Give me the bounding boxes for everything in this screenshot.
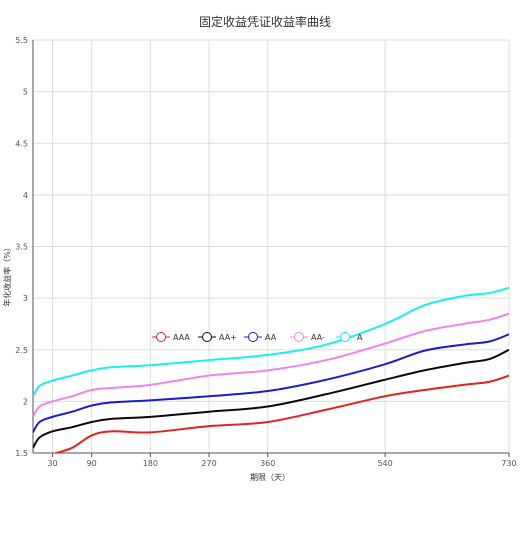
legend-item[interactable]: AA+: [198, 332, 237, 343]
legend-marker: [156, 332, 166, 342]
series-line-aa-plus: [33, 348, 509, 449]
legend-label: A: [357, 333, 363, 342]
x-tick-label: 270: [201, 459, 216, 468]
x-tick-label: 180: [143, 459, 158, 468]
x-tick-label: 30: [47, 459, 57, 468]
y-tick-label: 4: [23, 191, 28, 200]
series-line-a: [33, 286, 509, 397]
legend-item[interactable]: AA-: [290, 332, 325, 343]
y-tick-label: 3.5: [15, 243, 28, 252]
y-tick-label: 3: [23, 294, 28, 303]
axis-layer: 1.5 2 2.5 3 3.5 4 4.5 5 5.5 30 90 180 270 360 540 730: [15, 36, 516, 468]
x-tick-label: 540: [377, 459, 392, 468]
x-tick-label: 730: [501, 459, 516, 468]
x-tick-label: 360: [260, 459, 275, 468]
legend[interactable]: AAA AA+ AA AA- A: [152, 332, 363, 343]
series-layer: [33, 286, 509, 453]
grid-layer: [33, 39, 510, 454]
legend-item[interactable]: AA: [244, 332, 277, 343]
legend-item[interactable]: A: [336, 332, 363, 343]
y-tick-label: 4.5: [15, 139, 28, 148]
legend-label: AA+: [219, 333, 237, 342]
y-tick-label: 1.5: [15, 449, 28, 458]
series-line-aaa: [52, 374, 509, 453]
series-line-aa-minus: [33, 312, 509, 418]
y-axis-label: 年化收益率（%）: [2, 243, 12, 307]
legend-item[interactable]: AAA: [152, 332, 190, 343]
chart-title: 固定收益凭证收益率曲线: [199, 14, 331, 29]
y-tick-label: 5.5: [15, 36, 28, 45]
legend-marker: [248, 332, 258, 342]
y-tick-label: 2.5: [15, 346, 28, 355]
x-axis-label: 期限（天）: [250, 473, 290, 482]
y-tick-label: 5: [23, 88, 28, 97]
legend-marker: [202, 332, 212, 342]
y-tick-label: 2: [23, 397, 28, 406]
legend-marker: [294, 332, 304, 342]
x-tick-label: 90: [87, 459, 97, 468]
legend-label: AAA: [173, 333, 190, 342]
legend-marker: [340, 332, 350, 342]
legend-label: AA-: [311, 333, 325, 342]
legend-label: AA: [265, 333, 277, 342]
series-line-aa: [33, 333, 509, 433]
